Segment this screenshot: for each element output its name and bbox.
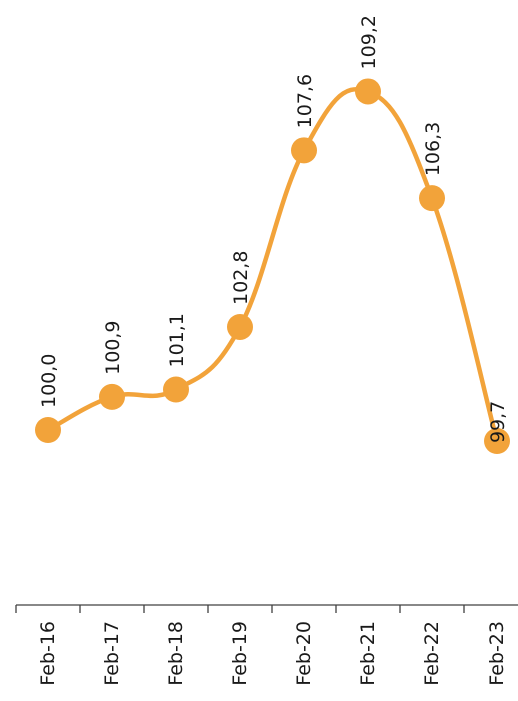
tick-label: Feb-18 — [165, 621, 187, 686]
data-label: 100,0 — [38, 354, 60, 408]
data-point-feb-19 — [227, 313, 253, 340]
data-label: 99,7 — [487, 401, 509, 443]
data-labels: 100,0 100,9 101,1 102,8 107,6 109,2 106,3 99,7 — [38, 15, 509, 443]
data-point-feb-17 — [99, 383, 125, 410]
data-label: 109,2 — [358, 15, 380, 69]
series-line — [45, 87, 500, 444]
data-point-feb-20 — [291, 137, 317, 164]
data-points — [35, 78, 510, 455]
data-point-feb-22 — [419, 185, 445, 212]
tick-label: Feb-17 — [101, 621, 123, 686]
tick-label: Feb-20 — [293, 621, 315, 686]
tick-label: Feb-16 — [37, 621, 59, 686]
data-label: 101,1 — [166, 313, 188, 367]
data-label: 106,3 — [422, 122, 444, 176]
data-label: 100,9 — [102, 320, 124, 374]
data-point-feb-18 — [163, 376, 189, 403]
data-point-feb-21 — [355, 78, 381, 105]
data-label: 107,6 — [294, 74, 316, 128]
data-label: 102,8 — [230, 251, 252, 305]
tick-label: Feb-22 — [421, 621, 443, 686]
tick-label: Feb-19 — [229, 621, 251, 686]
data-point-feb-16 — [35, 417, 61, 443]
category-axis: Feb-16 Feb-17 Feb-18 Feb-19 Feb-20 Feb-21 Feb-… — [15, 604, 518, 686]
data-point-feb-23 — [484, 428, 510, 455]
series-line-layer — [45, 87, 500, 444]
tick-label: Feb-23 — [486, 621, 508, 686]
tick-label: Feb-21 — [357, 621, 379, 686]
